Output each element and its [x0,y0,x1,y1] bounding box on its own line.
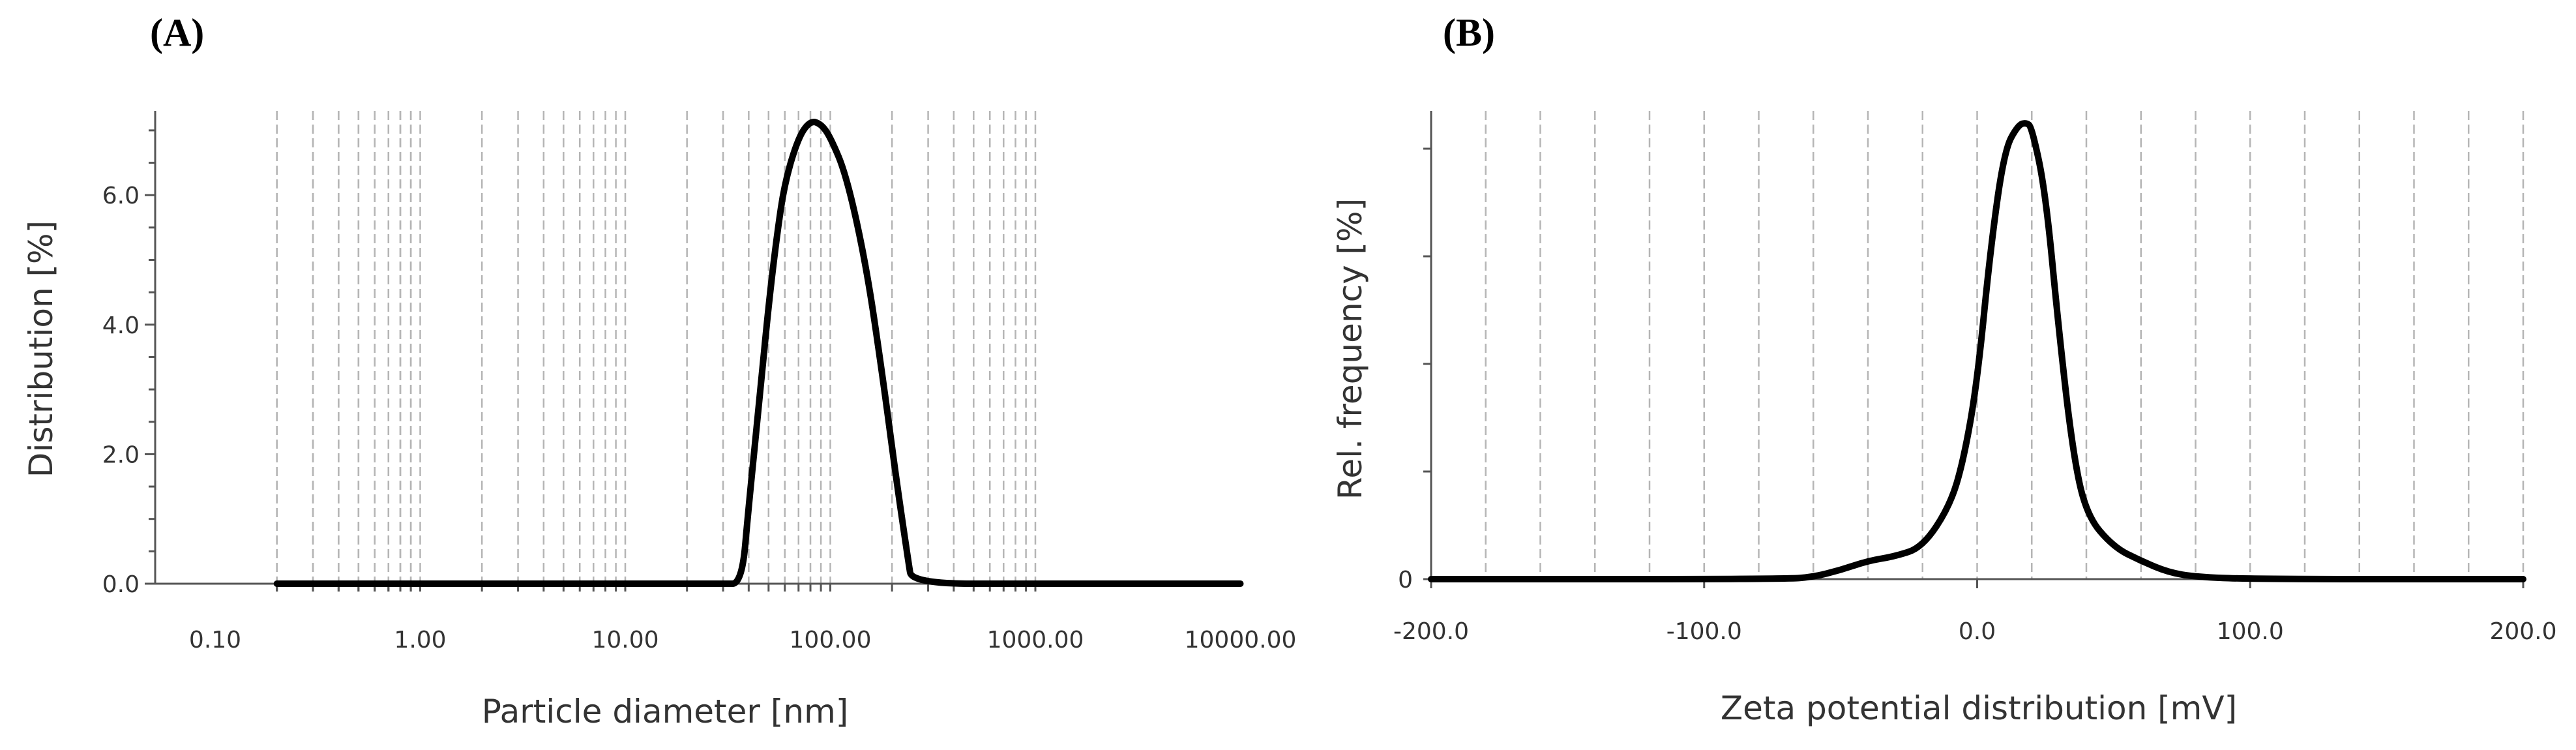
panel-b-ticks [1423,147,2524,588]
panel-b-y-axis-title: Rel. frequency [%] [1331,198,1369,500]
panel-a-distribution-curve [273,119,1244,588]
panel-b: (B) -200.0 -100.0 0.0 100.0 200.0 0 Zeta pot… [1331,11,2557,727]
panel-a-x-tick-label: 1.00 [394,627,446,653]
panel-a-x-tick-label: 100.00 [790,627,872,653]
panel-a-x-tick-labels: 0.10 1.00 10.00 100.00 1000.00 10000.00 [189,627,1296,653]
panel-a-x-tick-label: 10000.00 [1185,627,1297,653]
panel-b-x-tick-label: 100.0 [2217,618,2284,645]
panel-a-y-tick-label: 0.0 [102,571,140,598]
panel-b-x-axis-title: Zeta potential distribution [mV] [1721,689,2237,727]
panel-b-y-tick-label: 0 [1398,567,1413,593]
panel-a-x-axis-title: Particle diameter [nm] [482,693,849,730]
panel-b-y-tick-labels: 0 [1398,567,1413,593]
panel-b-label: (B) [1443,11,1495,54]
panel-b-x-tick-label: -100.0 [1666,618,1742,645]
panel-a-y-tick-label: 6.0 [102,183,140,209]
panel-a-y-tick-label: 2.0 [102,442,140,468]
panel-b-x-tick-labels: -200.0 -100.0 0.0 100.0 200.0 [1393,618,2557,645]
panel-b-x-tick-label: 200.0 [2489,618,2556,645]
panel-a: (A) 0.10 1.00 10.00 100.00 1000.00 10000.00 0… [22,11,1296,730]
panel-b-gridlines [1485,111,2524,579]
panel-a-y-axis-title: Distribution [%] [22,220,60,477]
panel-a-x-tick-label: 0.10 [189,627,241,653]
panel-a-x-tick-label: 1000.00 [987,627,1084,653]
panel-b-x-tick-label: 0.0 [1959,618,1996,645]
panel-a-y-tick-labels: 0.0 2.0 4.0 6.0 [102,183,140,598]
panel-a-x-tick-label: 10.00 [591,627,659,653]
panel-a-label: (A) [150,11,204,54]
panel-b-zeta-curve [1428,120,2526,583]
panel-a-y-tick-label: 4.0 [102,312,140,339]
panel-b-x-tick-label: -200.0 [1393,618,1469,645]
panel-a-gridlines [276,111,1037,584]
